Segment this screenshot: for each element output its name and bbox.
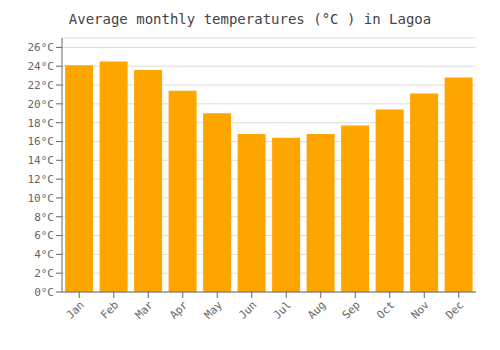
svg-text:Apr: Apr: [167, 298, 191, 322]
svg-text:8°C: 8°C: [34, 211, 54, 224]
svg-text:Jan: Jan: [64, 298, 87, 321]
svg-text:Mar: Mar: [133, 298, 157, 322]
svg-text:10°C: 10°C: [28, 192, 55, 205]
html-text:Average monthly temperatures (: Average monthly temperatures (°C ) in La…: [68, 11, 432, 27]
svg-text:16°C: 16°C: [28, 135, 55, 148]
svg-text:20°C: 20°C: [28, 98, 55, 111]
svg-text:2°C: 2°C: [34, 267, 54, 280]
svg-text:12°C: 12°C: [28, 173, 55, 186]
svg-text:Aug: Aug: [305, 298, 328, 321]
svg-text:26°C: 26°C: [28, 41, 55, 54]
svg-text:Oct: Oct: [374, 298, 397, 321]
svg-text:Jun: Jun: [236, 298, 259, 321]
svg-text:Sep: Sep: [340, 298, 363, 321]
svg-text:0°C: 0°C: [34, 286, 54, 299]
svg-text:May: May: [202, 298, 226, 322]
svg-text:24°C: 24°C: [28, 60, 55, 73]
svg-text:4°C: 4°C: [34, 248, 54, 261]
svg-text:Feb: Feb: [98, 298, 121, 321]
svg-text:14°C: 14°C: [28, 154, 55, 167]
svg-text:18°C: 18°C: [28, 117, 55, 130]
svg-text:22°C: 22°C: [28, 79, 55, 92]
svg-text:Nov: Nov: [409, 298, 433, 322]
svg-text:Dec: Dec: [443, 298, 466, 321]
svg-text:6°C: 6°C: [34, 229, 54, 242]
svg-text:Jul: Jul: [271, 298, 294, 321]
